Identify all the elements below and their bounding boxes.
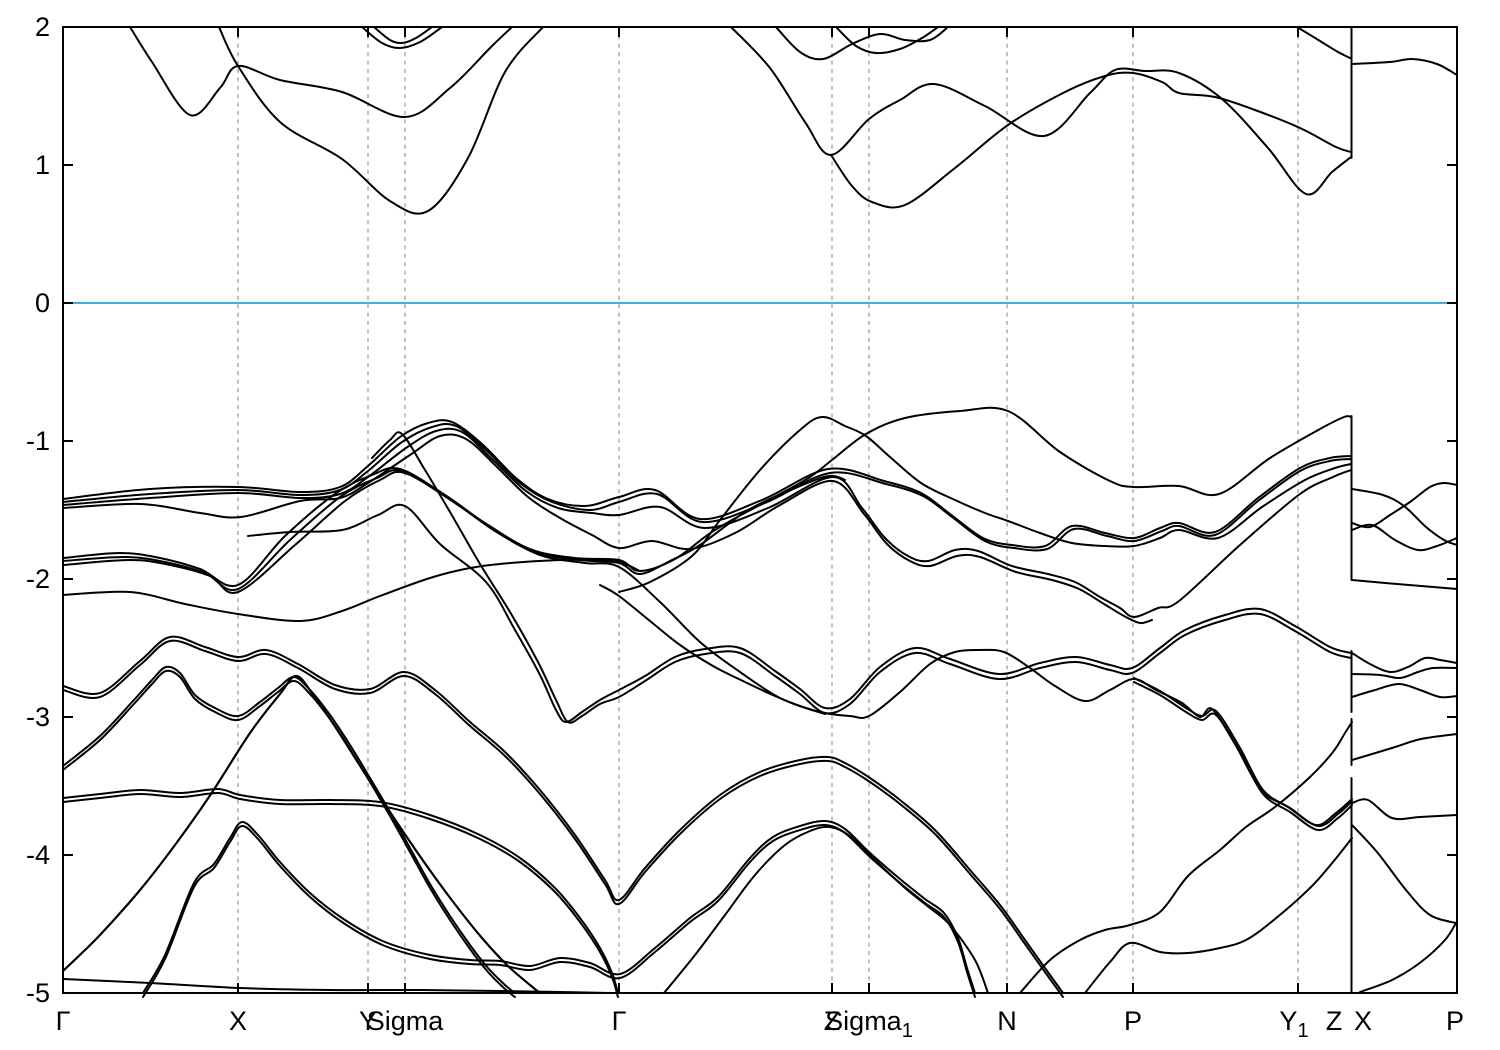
- svg-text:Sigma: Sigma: [367, 1006, 445, 1036]
- svg-text:2: 2: [35, 12, 50, 42]
- svg-text:Γ: Γ: [56, 1006, 71, 1036]
- svg-text:-5: -5: [26, 978, 50, 1008]
- svg-text:P: P: [1446, 1006, 1464, 1036]
- svg-text:0: 0: [35, 288, 50, 318]
- svg-text:Γ: Γ: [612, 1006, 627, 1036]
- svg-text:X: X: [1354, 1006, 1372, 1036]
- svg-text:N: N: [997, 1006, 1017, 1036]
- svg-text:-2: -2: [26, 564, 50, 594]
- svg-text:-4: -4: [26, 840, 50, 870]
- svg-text:Z: Z: [1326, 1006, 1343, 1036]
- svg-text:X: X: [229, 1006, 247, 1036]
- svg-text:1: 1: [35, 150, 50, 180]
- svg-text:-1: -1: [26, 426, 50, 456]
- svg-text:Z: Z: [824, 1006, 841, 1036]
- svg-text:-3: -3: [26, 702, 50, 732]
- svg-text:Y: Y: [359, 1006, 377, 1036]
- svg-text:P: P: [1124, 1006, 1142, 1036]
